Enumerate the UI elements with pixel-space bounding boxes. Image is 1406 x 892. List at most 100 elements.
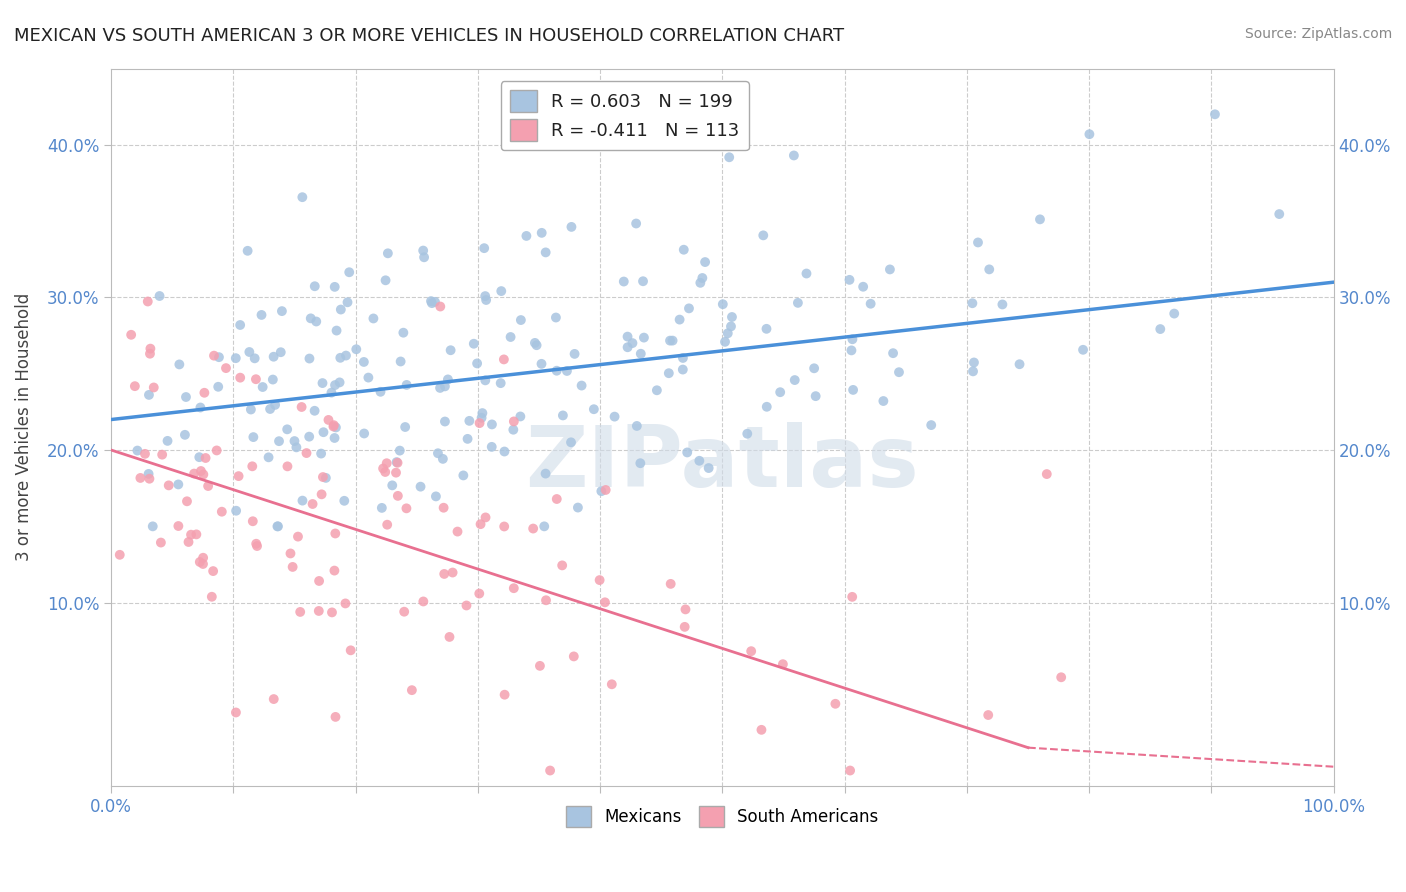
Point xyxy=(420,296,443,310)
Point xyxy=(229,318,252,332)
Point xyxy=(193,467,215,482)
Point xyxy=(433,566,456,581)
Point xyxy=(385,466,408,480)
Point xyxy=(267,434,290,449)
Point xyxy=(353,355,375,369)
Point xyxy=(1008,357,1031,371)
Point xyxy=(245,372,267,386)
Point xyxy=(772,657,794,672)
Point xyxy=(142,380,165,394)
Point xyxy=(190,401,212,415)
Point xyxy=(838,273,860,287)
Point xyxy=(963,355,986,369)
Point xyxy=(305,314,328,328)
Point xyxy=(191,557,214,571)
Point xyxy=(534,467,557,481)
Point xyxy=(673,620,696,634)
Point xyxy=(675,602,697,616)
Point xyxy=(740,644,762,658)
Point xyxy=(291,190,314,204)
Point xyxy=(186,527,208,541)
Point xyxy=(250,308,273,322)
Y-axis label: 3 or more Vehicles in Household: 3 or more Vehicles in Household xyxy=(15,293,32,561)
Point xyxy=(492,352,515,367)
Point xyxy=(852,279,875,293)
Point xyxy=(534,245,557,260)
Point xyxy=(174,427,197,442)
Point xyxy=(1071,343,1094,357)
Point xyxy=(446,524,468,539)
Point xyxy=(433,379,456,393)
Point xyxy=(357,370,380,384)
Point xyxy=(494,688,516,702)
Point xyxy=(979,262,1001,277)
Point xyxy=(242,514,264,528)
Point xyxy=(839,764,862,778)
Point xyxy=(977,708,1000,723)
Point xyxy=(429,300,451,314)
Point xyxy=(471,410,494,425)
Point xyxy=(167,477,190,491)
Point xyxy=(290,605,312,619)
Point xyxy=(465,356,488,370)
Point xyxy=(263,350,285,364)
Point xyxy=(456,599,478,613)
Point xyxy=(420,294,443,309)
Point xyxy=(571,378,593,392)
Point xyxy=(693,255,716,269)
Point xyxy=(252,380,274,394)
Point xyxy=(318,413,340,427)
Point xyxy=(308,574,330,588)
Point xyxy=(499,330,522,344)
Point xyxy=(688,454,710,468)
Point xyxy=(229,370,252,384)
Point xyxy=(562,649,585,664)
Point xyxy=(309,446,332,460)
Point xyxy=(149,535,172,549)
Point xyxy=(401,683,423,698)
Point xyxy=(283,434,305,448)
Point xyxy=(142,519,165,533)
Point xyxy=(329,302,352,317)
Point xyxy=(544,310,567,325)
Point xyxy=(412,244,434,258)
Point xyxy=(208,350,231,364)
Point xyxy=(304,404,326,418)
Point xyxy=(207,380,229,394)
Point xyxy=(841,343,863,358)
Point xyxy=(502,581,524,595)
Point xyxy=(188,450,211,465)
Point xyxy=(371,500,394,515)
Point xyxy=(628,456,651,470)
Point xyxy=(481,417,503,432)
Point xyxy=(201,590,224,604)
Point xyxy=(412,594,434,608)
Point xyxy=(139,347,162,361)
Point xyxy=(481,440,503,454)
Point xyxy=(228,469,250,483)
Point xyxy=(336,295,359,310)
Point xyxy=(298,430,321,444)
Point xyxy=(616,340,638,354)
Point xyxy=(225,504,247,518)
Point xyxy=(242,430,264,444)
Legend: Mexicans, South Americans: Mexicans, South Americans xyxy=(558,797,887,835)
Point xyxy=(678,301,700,316)
Point xyxy=(769,385,792,400)
Point xyxy=(280,546,302,560)
Point xyxy=(692,271,714,285)
Point xyxy=(425,489,447,503)
Point xyxy=(630,347,652,361)
Point xyxy=(323,526,346,541)
Point xyxy=(595,483,617,497)
Point xyxy=(321,385,343,400)
Point xyxy=(271,304,294,318)
Point xyxy=(194,450,217,465)
Point xyxy=(474,289,496,303)
Point xyxy=(509,313,531,327)
Point xyxy=(567,500,589,515)
Point xyxy=(720,319,742,334)
Point xyxy=(468,416,491,430)
Point xyxy=(238,345,260,359)
Point xyxy=(375,456,398,470)
